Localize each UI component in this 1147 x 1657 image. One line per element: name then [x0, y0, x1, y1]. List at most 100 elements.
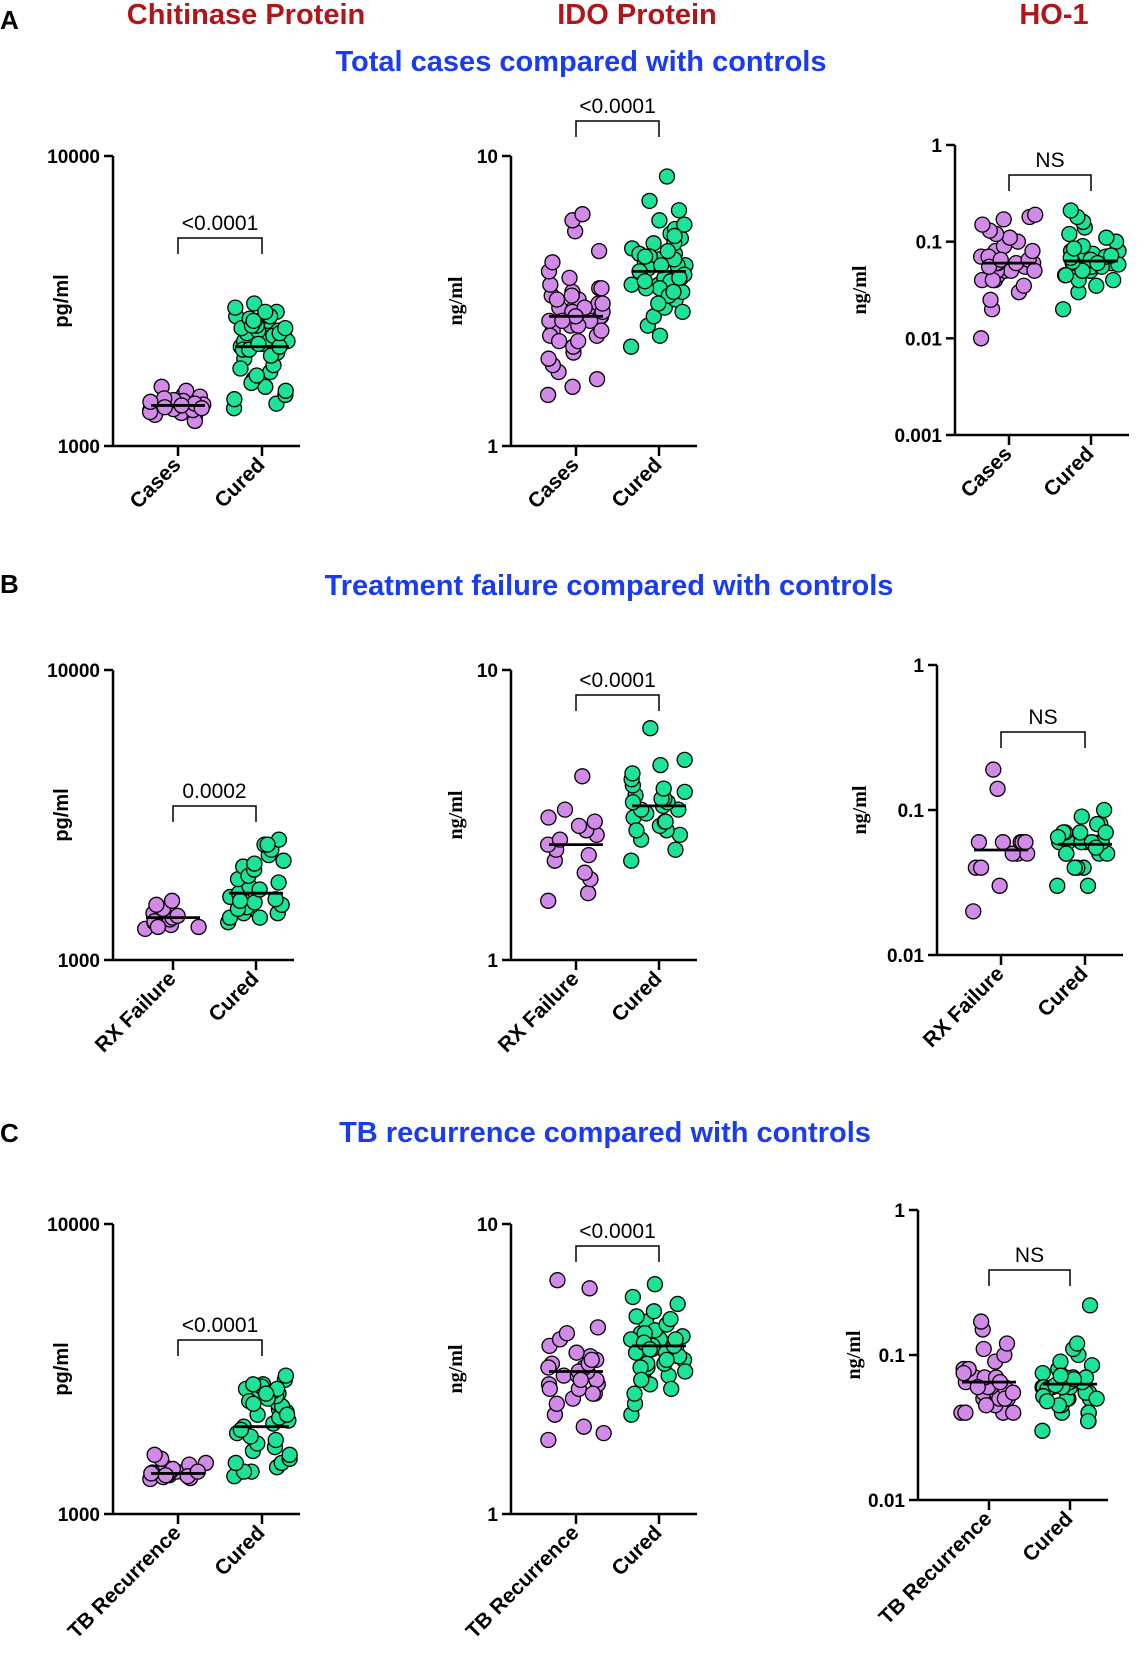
data-point — [558, 1325, 576, 1342]
data-point — [1073, 808, 1090, 825]
section-title-b: Treatment failure compared with controls — [325, 570, 894, 602]
y-tick-label: 1 — [487, 437, 498, 458]
section-title-c: TB recurrence compared with controls — [339, 1117, 871, 1149]
significance-bracket — [575, 120, 660, 137]
data-point — [163, 892, 181, 909]
x-tick-label: Cases — [524, 453, 584, 513]
data-point — [641, 1341, 658, 1358]
data-point — [267, 891, 284, 908]
data-point — [677, 1363, 694, 1380]
data-point — [169, 907, 186, 924]
y-tick-label: 1000 — [58, 951, 100, 972]
data-point — [1024, 242, 1041, 260]
data-point — [540, 1431, 557, 1449]
data-point — [1026, 262, 1043, 279]
data-point — [539, 386, 557, 404]
data-point — [1005, 1404, 1022, 1421]
data-point — [548, 291, 566, 308]
data-point — [576, 864, 593, 881]
chart-a-2: 0.001 0.01 0.1 1 ng/ml Cases Cured NS — [849, 136, 1129, 502]
data-point — [190, 918, 207, 936]
data-point — [270, 874, 287, 891]
x-tick-label: Cured — [1039, 442, 1098, 501]
data-point — [146, 1446, 163, 1463]
data-point — [676, 751, 693, 768]
y-axis-label: ng/ml — [445, 790, 467, 839]
y-tick-label: 1000 — [58, 437, 100, 458]
chart-c-1: 1 10 ng/ml TB Recurrence Cured <0.0001 — [445, 1215, 697, 1643]
chart-a-0: 1000 10000 pg/ml Cases Cured <0.0001 — [47, 147, 300, 513]
data-point — [624, 794, 642, 811]
significance-bracket — [1008, 174, 1092, 191]
data-point — [231, 892, 249, 909]
data-point — [624, 1288, 641, 1306]
data-point — [992, 251, 1009, 268]
p-value-label: <0.0001 — [579, 669, 656, 692]
y-axis-label: ng/ml — [843, 1330, 865, 1379]
y-tick-label: 1 — [487, 951, 498, 972]
data-point — [670, 202, 688, 219]
chart-b-2: 0.01 0.1 1 ng/ml RX Failure Cured NS — [849, 656, 1123, 1052]
data-point — [669, 1295, 686, 1313]
y-tick-label: 10 — [477, 661, 498, 682]
data-point — [156, 399, 173, 416]
data-point — [957, 1404, 974, 1421]
data-point — [1072, 824, 1089, 841]
y-tick-label: 0.1 — [898, 801, 925, 822]
x-tick-label: Cured — [607, 453, 666, 512]
significance-bracket — [988, 1269, 1071, 1286]
data-point — [667, 841, 684, 858]
charts: 1000 10000 pg/ml Cases Cured <0.0001 1 10 ng/ml C… — [47, 95, 1129, 1643]
data-point — [594, 295, 611, 312]
chart-b-1: 1 10 ng/ml RX Failure Cured <0.0001 — [445, 661, 697, 1057]
data-point — [1088, 277, 1105, 294]
data-point — [984, 271, 1001, 289]
data-point — [581, 1280, 598, 1297]
x-tick-label: Cured — [607, 1521, 666, 1580]
data-point — [972, 859, 990, 876]
data-point — [628, 1308, 645, 1325]
data-point — [1038, 1393, 1056, 1410]
data-point — [595, 1425, 612, 1442]
data-point — [658, 168, 676, 185]
x-tick-label: TB Recurrence — [462, 1521, 584, 1643]
data-point — [662, 1310, 679, 1328]
y-tick-label: 10000 — [47, 661, 100, 682]
data-point — [1058, 845, 1075, 862]
data-point — [989, 780, 1006, 797]
significance-bracket — [177, 1339, 263, 1356]
data-point — [540, 892, 557, 909]
y-axis-label: ng/ml — [445, 276, 467, 325]
data-point — [589, 1319, 607, 1336]
data-point — [624, 765, 641, 782]
p-value-label: NS — [1028, 706, 1057, 729]
data-point — [975, 1340, 992, 1358]
data-point — [572, 1371, 589, 1389]
data-point — [544, 254, 561, 271]
y-tick-label: 10 — [477, 147, 498, 168]
data-point — [1001, 229, 1018, 246]
y-tick-label: 10 — [477, 1215, 498, 1236]
data-point — [657, 813, 674, 830]
data-point — [148, 896, 165, 913]
data-point — [1095, 801, 1113, 819]
data-point — [1052, 1353, 1069, 1370]
data-point — [550, 332, 568, 350]
chart-b-0: 1000 10000 pg/ml RX Failure Cured 0.0002 — [47, 661, 294, 1057]
data-point — [540, 809, 557, 826]
data-point — [245, 312, 262, 330]
data-point — [574, 768, 591, 785]
data-point — [977, 1397, 995, 1414]
p-value-label: <0.0001 — [182, 1314, 259, 1337]
y-tick-label: 0.1 — [916, 233, 943, 254]
data-point — [676, 216, 693, 233]
p-value-label: <0.0001 — [182, 212, 259, 235]
data-point — [1102, 247, 1120, 264]
data-point — [622, 338, 640, 355]
data-point — [628, 822, 645, 839]
data-point — [652, 756, 669, 774]
significance-bracket — [1000, 731, 1086, 748]
data-point — [251, 881, 268, 898]
data-point — [663, 1380, 680, 1398]
data-point — [1068, 1335, 1086, 1352]
